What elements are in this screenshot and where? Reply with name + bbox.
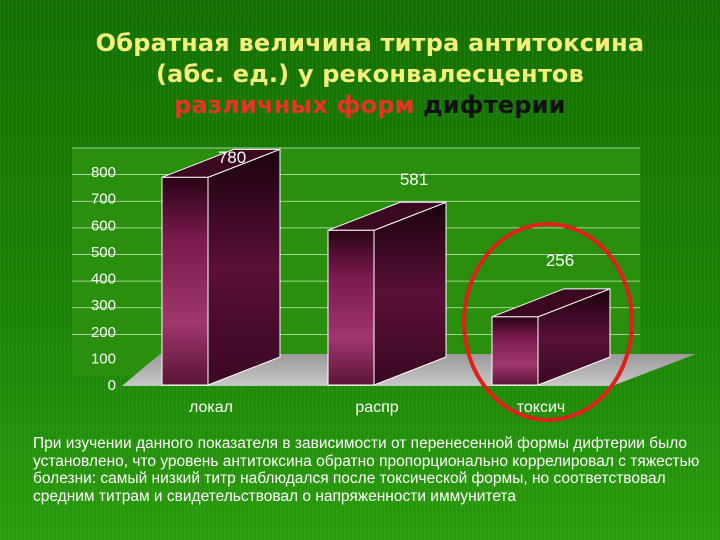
title-line-1: Обратная величина титра антитоксина <box>95 29 645 57</box>
bar-front <box>491 316 539 386</box>
y-tick-label: 800 <box>91 164 116 181</box>
bar-локал <box>161 148 281 386</box>
bar-side <box>207 148 281 386</box>
data-label: 780 <box>218 148 246 167</box>
bar-front <box>161 176 209 386</box>
y-tick-label: 500 <box>91 244 116 261</box>
title-line-3: различных форм дифтерии <box>30 90 710 121</box>
bar-front <box>327 229 375 386</box>
bars-group: 780 581 256 <box>161 148 611 386</box>
caption-text: При изучении данного показателя в зависи… <box>33 435 700 505</box>
data-label: 581 <box>400 170 428 189</box>
data-label: 256 <box>546 251 574 270</box>
bar-side <box>373 201 447 386</box>
title-line-2: (абс. ед.) у реконвалесцентов <box>155 60 585 88</box>
y-tick-label: 400 <box>91 271 116 288</box>
x-tick-label: локал <box>189 399 233 416</box>
x-axis: локал распр токсич <box>189 399 565 416</box>
y-tick-label: 700 <box>91 191 116 208</box>
bar-токсич <box>491 288 611 386</box>
y-tick-label: 600 <box>91 217 116 234</box>
slide-title: Обратная величина титра антитоксина (абс… <box>30 28 710 121</box>
y-tick-label: 0 <box>108 377 116 394</box>
y-tick-label: 300 <box>91 297 116 314</box>
y-tick-label: 100 <box>91 350 116 367</box>
bar-распр <box>327 201 447 386</box>
y-tick-label: 200 <box>91 324 116 341</box>
title-highlight: различных форм <box>174 91 415 119</box>
x-tick-label: токсич <box>517 399 566 416</box>
title-line-3-rest: дифтерии <box>423 91 566 119</box>
x-tick-label: распр <box>355 399 398 416</box>
y-axis: 0 100 200 300 400 500 600 700 800 <box>91 164 116 394</box>
highlight-circle <box>462 222 634 422</box>
